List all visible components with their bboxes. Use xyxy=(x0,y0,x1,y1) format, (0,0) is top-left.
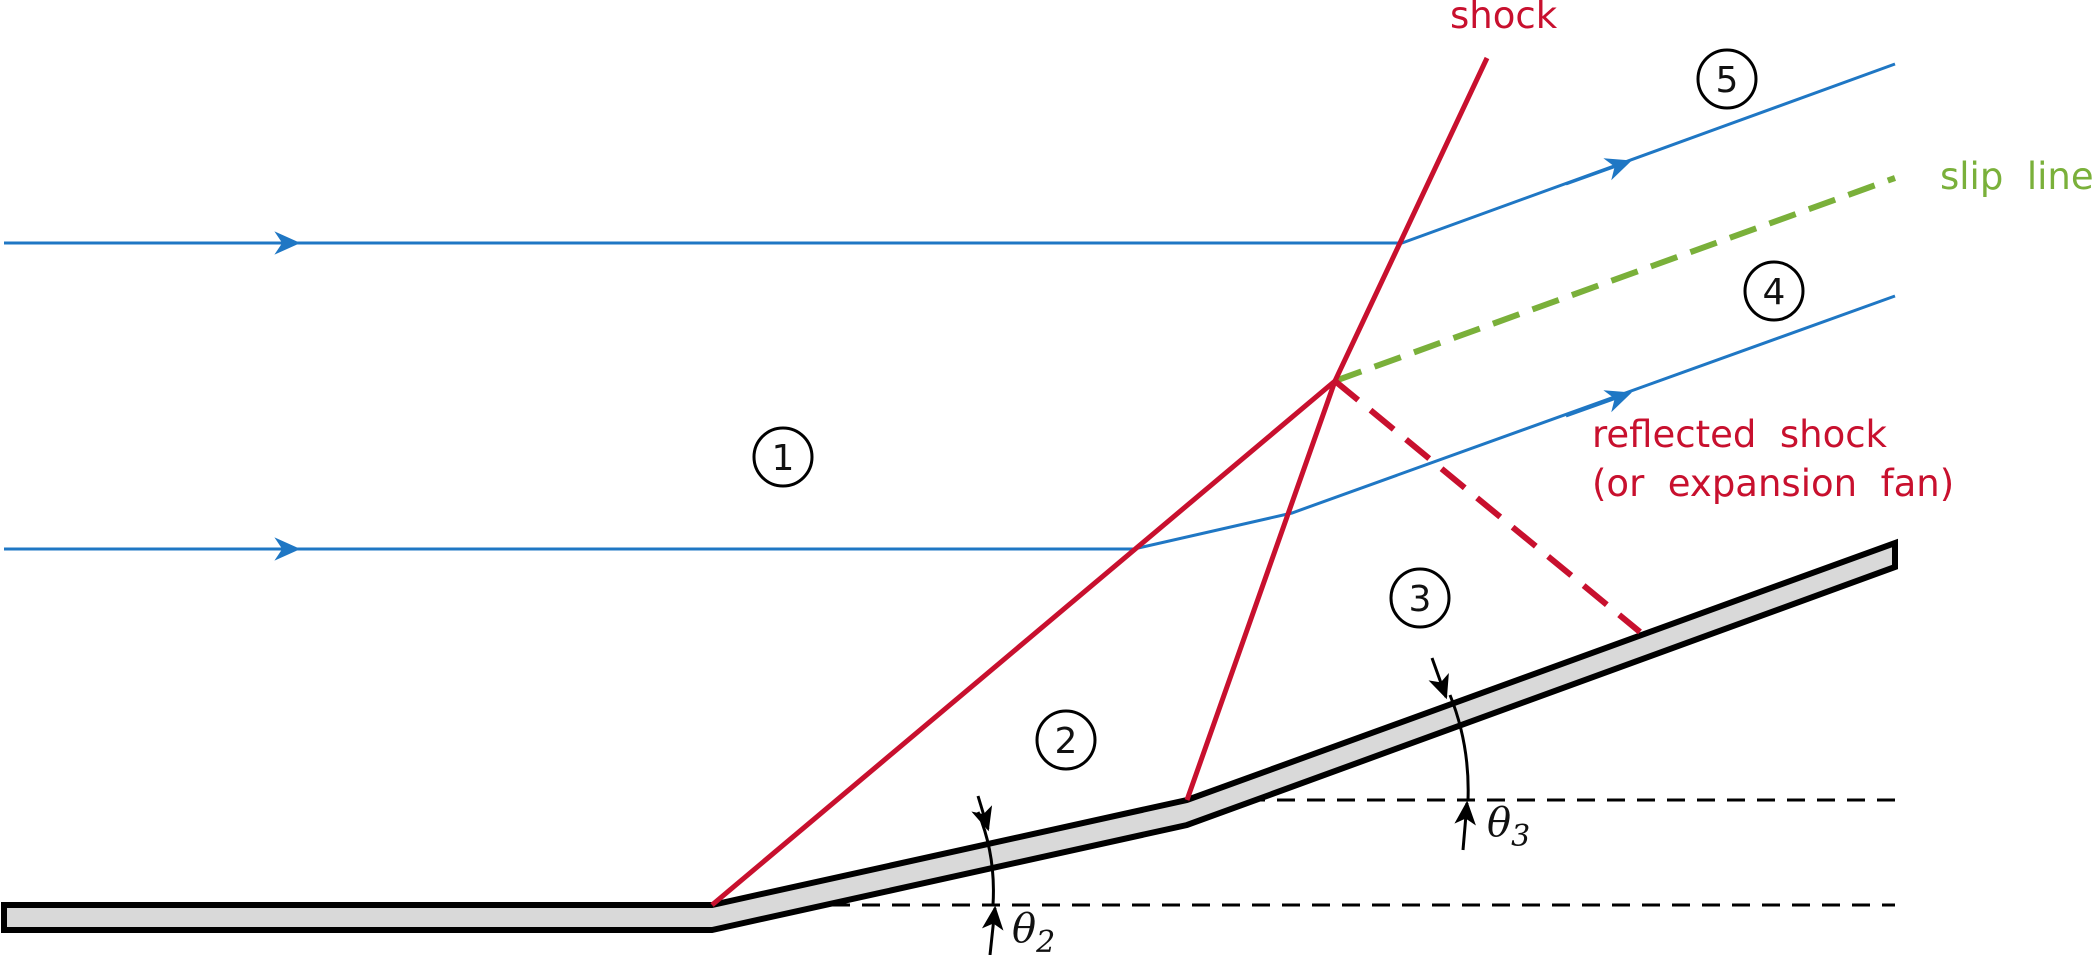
theta3-angle-marker xyxy=(1428,657,1476,851)
slip-line-label: slip line xyxy=(1940,155,2093,198)
streamline-upper xyxy=(4,62,1896,245)
svg-text:5: 5 xyxy=(1716,60,1739,101)
theta2-angle-marker xyxy=(971,795,1004,955)
expansion-fan-label: (or expansion fan) xyxy=(1592,462,1954,505)
theta3-label: θ3 xyxy=(1487,800,1530,854)
region-marker-1: 1 xyxy=(752,426,814,488)
region-marker-5: 5 xyxy=(1696,48,1758,110)
reflected-shock-label: reflected shock xyxy=(1592,413,1888,456)
region-marker-4: 4 xyxy=(1743,260,1805,322)
streamline-lower xyxy=(4,294,1896,551)
shock-label: shock xyxy=(1450,0,1558,37)
first-shock xyxy=(710,379,1337,907)
svg-text:3: 3 xyxy=(1409,579,1432,620)
reflected-shock xyxy=(1333,378,1642,635)
wall xyxy=(1,538,1898,933)
svg-text:4: 4 xyxy=(1763,272,1786,313)
streamline-arrow xyxy=(1565,390,1632,418)
streamline-arrow xyxy=(1565,158,1632,186)
region-marker-2: 2 xyxy=(1035,709,1097,771)
svg-text:1: 1 xyxy=(772,438,795,479)
svg-text:2: 2 xyxy=(1055,721,1078,762)
slip-line xyxy=(1333,175,1897,384)
theta2-label: θ2 xyxy=(1012,906,1055,955)
region-marker-3: 3 xyxy=(1389,567,1451,629)
